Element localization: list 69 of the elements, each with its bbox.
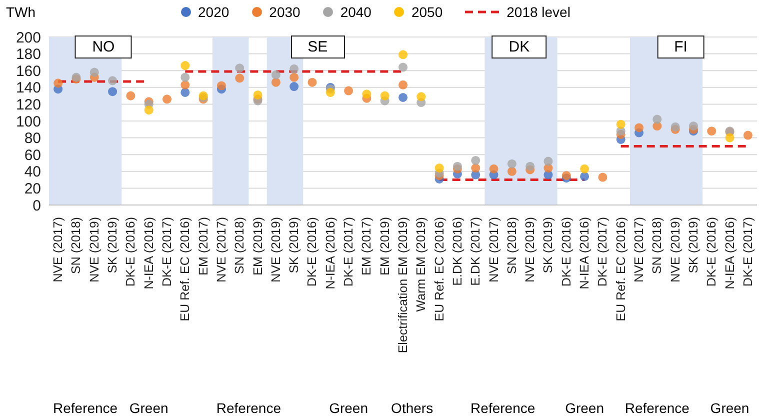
text: Green <box>565 400 604 416</box>
x-tick-label: DK-E (2016) <box>704 217 719 286</box>
x-tick-label: SK (2019) <box>287 217 302 274</box>
x-tick-label: SN (2018) <box>504 217 519 274</box>
x-tick-label: SK (2019) <box>541 217 556 274</box>
legend-label: 2030 <box>269 4 300 20</box>
x-tick-label: NVE (2019) <box>87 217 102 282</box>
x-tick-label: DK-E (2017) <box>740 217 755 286</box>
text: Green <box>329 400 368 416</box>
y-tick-label: 160 <box>16 62 41 80</box>
text: Reference <box>53 400 118 416</box>
x-tick-label: N-IEA (2016) <box>722 217 737 290</box>
x-tick-label: SK (2019) <box>106 217 120 274</box>
y-tick-label: 80 <box>24 130 41 148</box>
x-tick-label: DK-E (2016) <box>559 217 574 286</box>
legend-label: 2018 level <box>506 4 570 20</box>
y-tick-label: 40 <box>24 164 41 181</box>
annotation: DK <box>492 36 547 58</box>
x-tick-label: DK-E (2017) <box>342 217 356 286</box>
y-tick-label: 120 <box>16 96 41 114</box>
x-tick-label: Electrification EM (2019) <box>396 217 410 354</box>
text: Green <box>710 400 750 416</box>
x-tick-label: EU Ref. EC (2016) <box>614 217 628 322</box>
y-tick-label: 180 <box>16 46 41 64</box>
x-tick-label: NVE (2017) <box>51 217 66 282</box>
x-tick-label: E.DK (2016) <box>450 217 464 286</box>
text: Reference <box>470 400 536 416</box>
y-tick-label: 140 <box>16 80 41 97</box>
x-tick-label: DK-E (2017) <box>160 217 174 286</box>
x-tick-label: NVE (2019) <box>523 217 538 282</box>
x-tick-label: EU Ref. EC (2016) <box>178 217 192 322</box>
x-tick-label: Warm EM (2019) <box>414 217 428 312</box>
y-tick-label: 60 <box>24 146 41 164</box>
x-tick-label: SK (2019) <box>686 217 700 274</box>
x-tick-label: DK-E (2016) <box>305 217 320 286</box>
x-tick-label: DK-E (2016) <box>124 217 138 286</box>
x-tick-label: SN (2018) <box>650 217 664 274</box>
text: Reference <box>216 400 281 416</box>
x-tick-label: NVE (2017) <box>632 217 646 282</box>
text: Reference <box>624 400 690 416</box>
x-tick-label: N-IEA (2016) <box>142 217 156 290</box>
x-tick-label: NVE (2019) <box>268 217 283 282</box>
x-tick-label: NVE (2017) <box>486 217 501 282</box>
legend-label: 2040 <box>340 4 372 20</box>
y-tick-label: 20 <box>24 180 41 198</box>
annotation: NO <box>75 36 132 58</box>
y-tick-label: 200 <box>16 29 41 46</box>
x-tick-label: NVE (2019) <box>668 217 682 282</box>
legend-label: 2050 <box>411 4 443 20</box>
annotation: SE <box>290 36 345 58</box>
x-tick-label: N-IEA (2016) <box>578 217 592 290</box>
legend-label: 2020 <box>198 4 230 20</box>
x-tick-label: N-IEA (2016) <box>323 217 338 290</box>
x-tick-label: SN (2018) <box>232 217 247 274</box>
text: Others <box>391 400 434 416</box>
x-tick-label: EU Ref. EC (2016) <box>432 217 446 322</box>
y-tick-label: 0 <box>32 197 41 214</box>
x-tick-label: DK-E (2017) <box>596 217 610 286</box>
y-tick-label: 100 <box>16 113 41 130</box>
x-tick-label: EM (2019) <box>378 217 392 276</box>
x-tick-label: SN (2018) <box>69 217 84 274</box>
x-tick-label: EM (2017) <box>360 217 374 276</box>
text: Green <box>129 400 168 416</box>
x-tick-label: NVE (2017) <box>214 217 228 282</box>
x-tick-label: E.DK (2017) <box>468 217 483 286</box>
x-tick-label: EM (2019) <box>250 217 265 276</box>
x-tick-label: EM (2017) <box>196 217 210 276</box>
y-axis-title: TWh <box>6 4 36 20</box>
annotation: FI <box>657 36 704 58</box>
